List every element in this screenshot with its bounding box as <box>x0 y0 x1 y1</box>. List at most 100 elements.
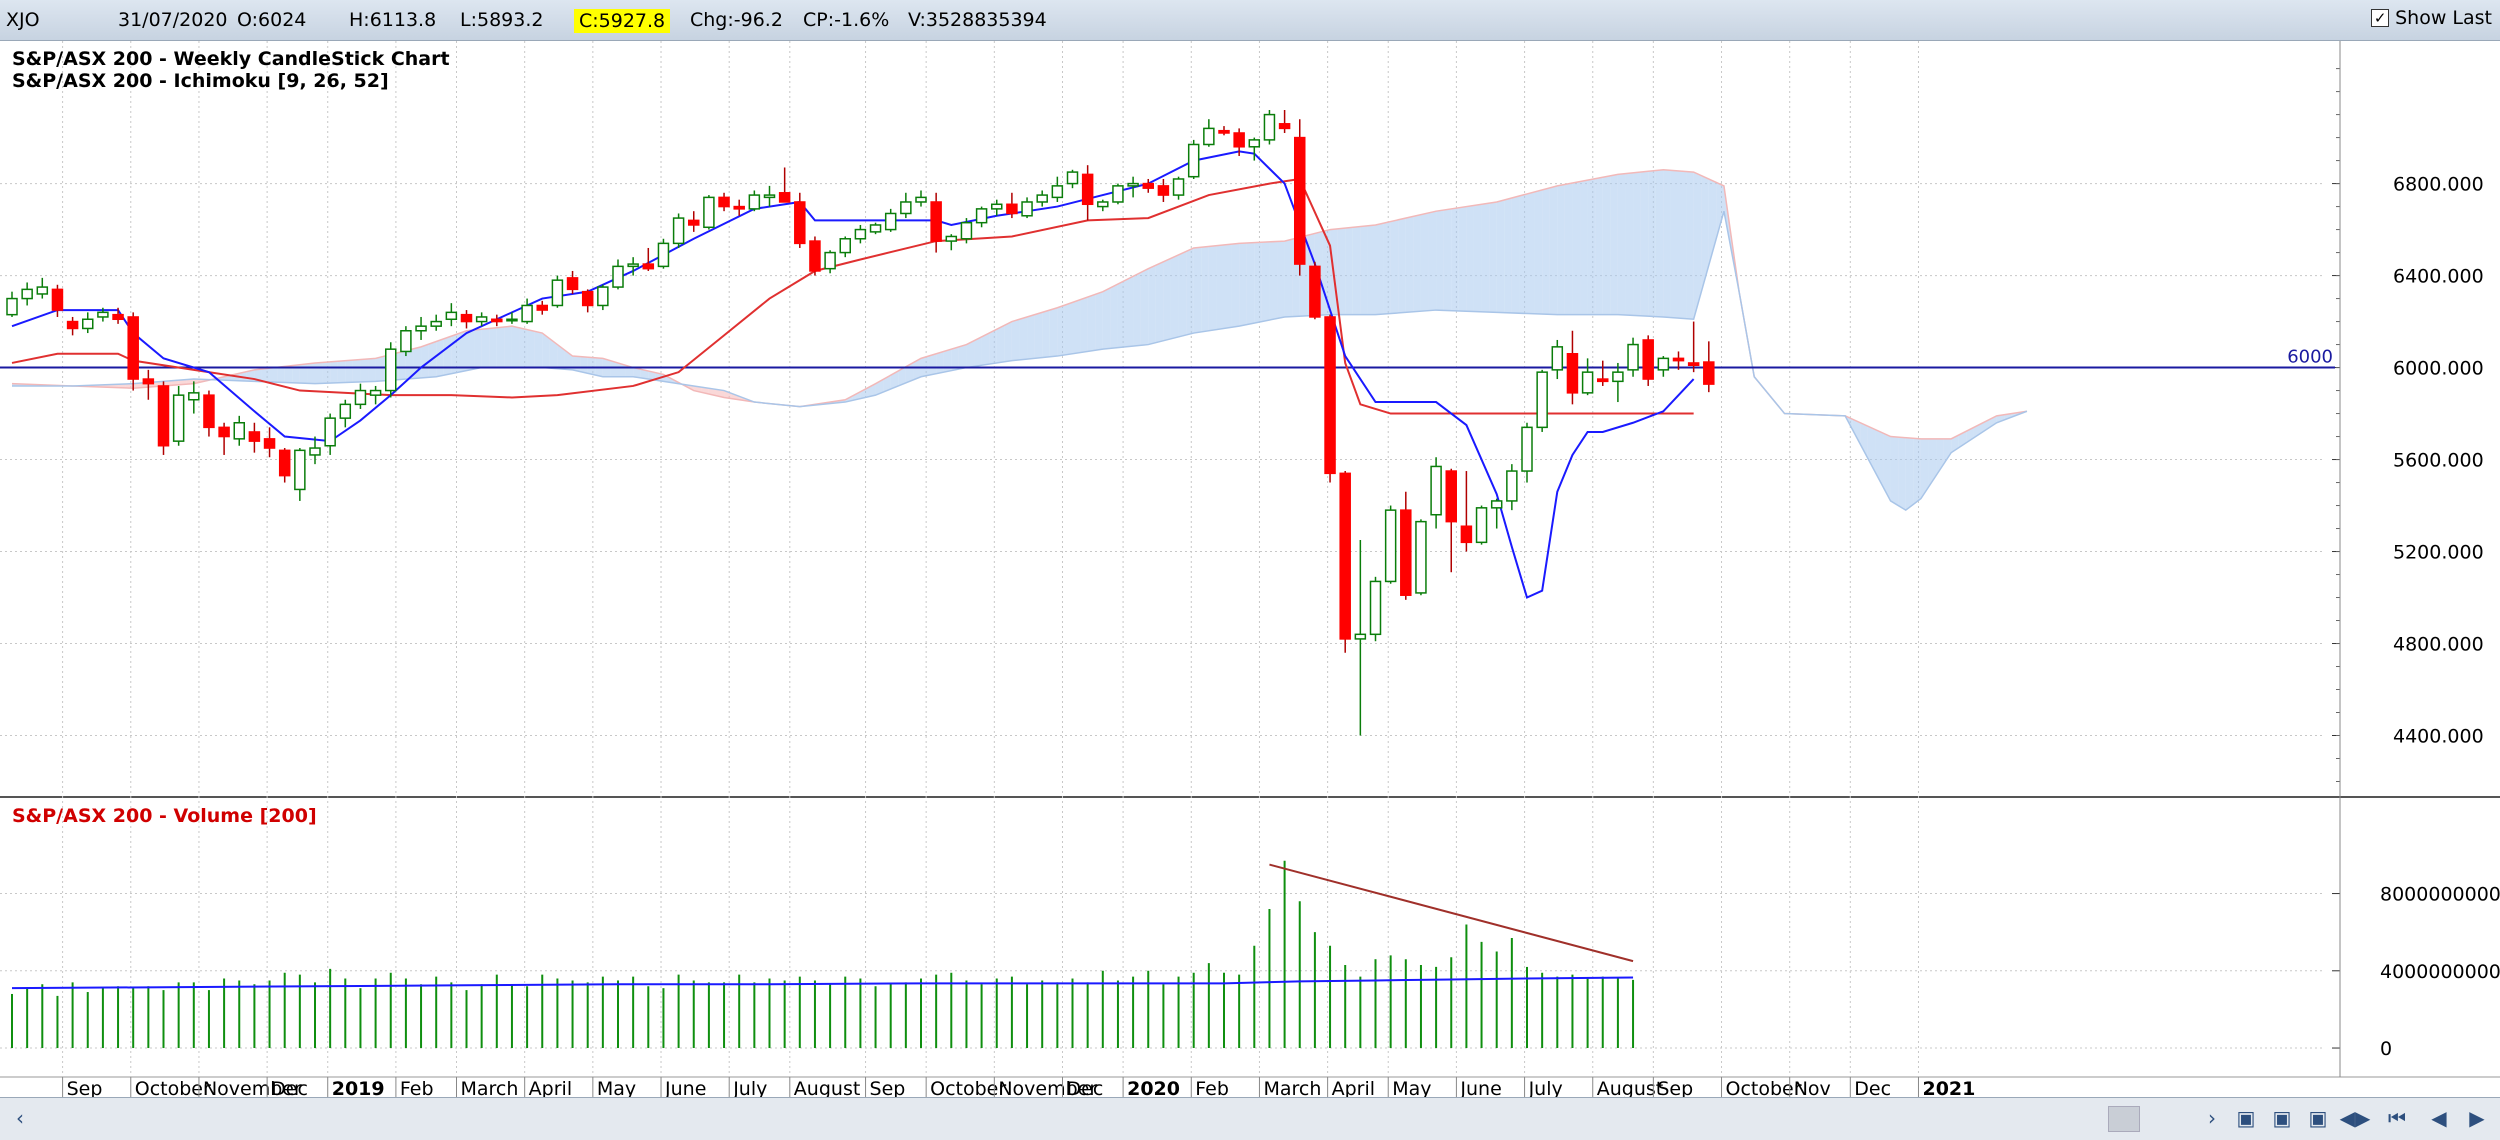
cloud-bull-segment <box>512 326 520 367</box>
candle-up <box>1628 345 1638 370</box>
step-back-icon[interactable]: ◀▶ <box>2340 1104 2370 1132</box>
show-last-toggle[interactable]: ✓ Show Last <box>2371 7 2492 29</box>
candle-down <box>280 450 290 475</box>
x-axis-label: March <box>461 1078 519 1097</box>
volume-axis-label: 0 <box>2380 1038 2392 1060</box>
cloud-bull-segment <box>1618 174 1626 315</box>
cloud-bull-segment <box>1345 227 1353 314</box>
zoom-out-icon[interactable]: ▣ <box>2232 1104 2260 1132</box>
candle-up <box>7 299 17 315</box>
cloud-bull-segment <box>1133 273 1141 347</box>
x-axis-label: Feb <box>1195 1078 1229 1097</box>
cloud-bull-segment <box>1512 196 1520 313</box>
x-axis-label: October <box>930 1078 1006 1097</box>
senkou-span-b <box>12 211 2027 510</box>
cloud-bull-segment <box>1595 177 1603 314</box>
cloud-bull-segment <box>1527 192 1535 314</box>
cloud-bull-segment <box>1436 210 1444 310</box>
x-axis-label: Sep <box>67 1078 103 1097</box>
candle-down <box>219 427 229 436</box>
cloud-bull-segment <box>1224 244 1232 328</box>
cloud-bull-segment <box>421 344 429 378</box>
candle-up <box>704 197 714 227</box>
close-value: C:5927.8 <box>574 9 670 33</box>
cloud-bull-segment <box>315 362 323 383</box>
cloud-bull-segment <box>1065 302 1073 355</box>
candle-up <box>916 197 926 202</box>
cloud-bull-segment <box>1179 251 1187 336</box>
candle-down <box>1643 340 1653 379</box>
candle-up <box>446 312 456 319</box>
cloud-bull-segment <box>1641 171 1649 316</box>
cloud-bull-segment <box>376 356 384 381</box>
previous-icon[interactable]: ◀ <box>2424 1104 2454 1132</box>
volume-value: V:3528835394 <box>908 9 1047 31</box>
cloud-bull-segment <box>1671 170 1679 318</box>
cloud-bull-segment <box>444 336 452 375</box>
scroll-left-arrow-icon[interactable]: ‹ <box>8 1104 32 1132</box>
next-icon[interactable]: ▶ <box>2462 1104 2492 1132</box>
jump-to-start-icon[interactable]: ⏮ <box>2382 1104 2412 1132</box>
candle-down <box>1234 133 1244 147</box>
cloud-bull-segment <box>1663 170 1671 318</box>
candle-up <box>1386 510 1396 581</box>
candle-up <box>1658 358 1668 369</box>
candle-down <box>128 317 138 379</box>
zoom-in-icon[interactable]: ▣ <box>2268 1104 2296 1132</box>
cloud-bull-segment <box>535 331 543 367</box>
scrollbar-thumb[interactable] <box>2108 1106 2140 1132</box>
candle-down <box>249 432 259 441</box>
candle-up <box>507 319 517 321</box>
candle-up <box>295 450 305 489</box>
price-axis-label: 6800.000 <box>2393 174 2484 196</box>
cloud-bull-segment <box>1126 276 1134 347</box>
candle-up <box>1492 501 1502 508</box>
candle-down <box>1689 363 1699 365</box>
candle-down <box>68 322 78 329</box>
candle-up <box>749 195 759 209</box>
change-value: Chg:-96.2 <box>690 9 783 31</box>
cloud-bull-segment <box>1262 242 1270 322</box>
scroll-right-arrow-icon[interactable]: › <box>2200 1104 2224 1132</box>
candle-up <box>234 423 244 439</box>
x-axis-label: April <box>529 1078 572 1097</box>
cloud-bull-segment <box>1944 439 1952 464</box>
cloud-bull-segment <box>436 339 444 377</box>
ichimoku-title: S&P/ASX 200 - Ichimoku [9, 26, 52] <box>12 70 389 92</box>
candle-up <box>1522 427 1532 471</box>
cloud-bull-segment <box>1004 322 1012 362</box>
cloud-bull-segment <box>974 337 982 367</box>
cloud-bull-segment <box>573 356 581 372</box>
cloud-bull-segment <box>307 363 315 384</box>
fit-chart-icon[interactable]: ▣ <box>2304 1104 2332 1132</box>
show-last-checkbox[interactable]: ✓ <box>2371 9 2389 27</box>
candle-up <box>37 287 47 294</box>
cloud-bull-segment <box>338 361 346 383</box>
cloud-bull-segment <box>1269 241 1277 320</box>
cloud-bull-segment <box>1186 248 1194 335</box>
candle-up <box>1583 372 1593 393</box>
candle-up <box>83 319 93 328</box>
candle-up <box>1552 347 1562 370</box>
candle-down <box>719 197 729 206</box>
candle-up <box>1204 128 1214 144</box>
cloud-bull-segment <box>1519 194 1527 314</box>
cloud-bull-segment <box>330 361 338 383</box>
cloud-bull-segment <box>467 330 475 371</box>
cloud-bull-segment <box>360 359 368 382</box>
cloud-bull-segment <box>1012 319 1020 360</box>
cloud-bull-segment <box>989 329 997 364</box>
cloud-bull-segment <box>1156 262 1164 343</box>
candle-up <box>1416 522 1426 593</box>
price-axis-label: 5200.000 <box>2393 542 2484 564</box>
price-axis-label: 4800.000 <box>2393 634 2484 656</box>
candle-up <box>674 218 684 243</box>
cloud-bull-segment <box>1216 245 1224 330</box>
candle-up <box>1052 186 1062 197</box>
cloud-bull-segment <box>1338 228 1346 315</box>
cloud-bull-segment <box>1444 209 1452 311</box>
candle-down <box>568 278 578 289</box>
cloud-bull-segment <box>1088 294 1096 351</box>
cloud-bull-segment <box>1610 174 1618 314</box>
